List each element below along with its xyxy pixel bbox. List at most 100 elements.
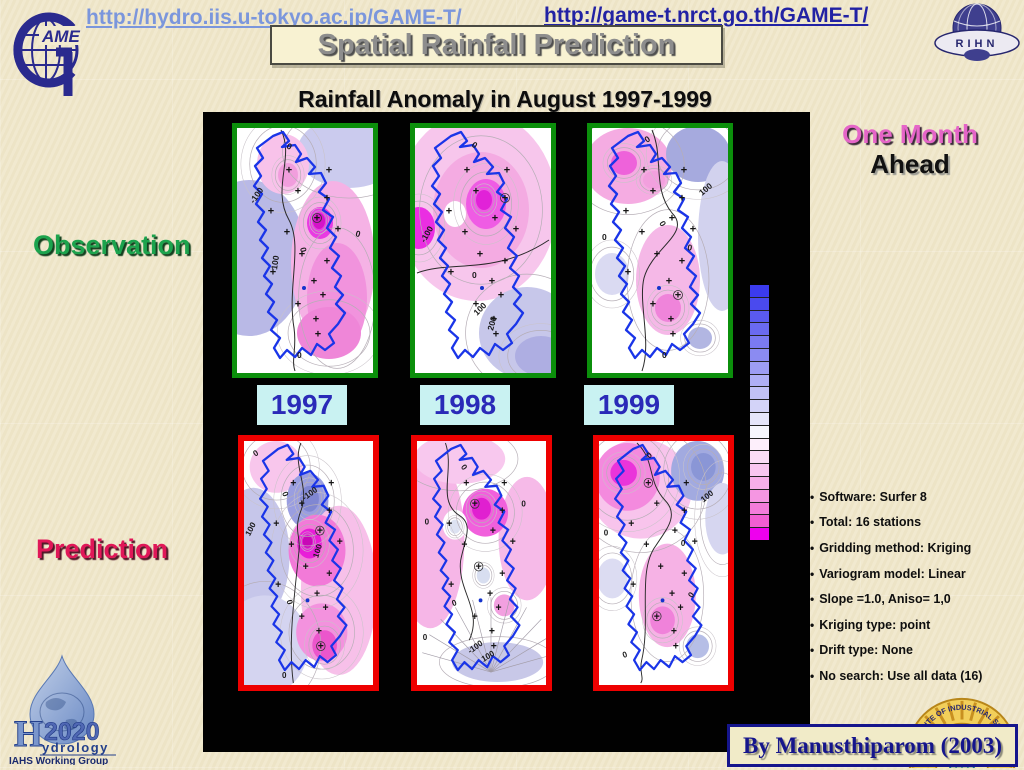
svg-text:+: +: [313, 314, 319, 326]
svg-text:100: 100: [269, 255, 281, 271]
svg-text:+: +: [502, 193, 508, 205]
rihn-logo-text: RIHN: [956, 38, 999, 50]
svg-text:+: +: [326, 568, 332, 580]
svg-text:+: +: [625, 267, 631, 279]
color-scale-segment: [750, 335, 769, 348]
one-month-text: One Month: [842, 119, 978, 149]
svg-text:0: 0: [297, 350, 302, 360]
ahead-text: Ahead: [870, 148, 950, 179]
color-scale-segment: [750, 501, 769, 515]
svg-text:0: 0: [282, 671, 287, 680]
svg-text:+: +: [491, 314, 497, 326]
svg-text:+: +: [678, 602, 684, 614]
h2020-group-text: IAHS Working Group: [9, 756, 108, 765]
bullet-icon: •: [810, 566, 815, 581]
svg-text:+: +: [446, 518, 452, 530]
setting-item: • Total: 16 stations: [810, 510, 1024, 536]
color-scale-segment: [750, 285, 769, 297]
svg-text:+: +: [337, 536, 343, 548]
svg-text:+: +: [628, 518, 634, 530]
svg-text:+: +: [326, 165, 332, 177]
svg-text:+: +: [473, 186, 479, 198]
svg-text:+: +: [683, 477, 689, 489]
color-scale-segment: [750, 488, 769, 502]
svg-text:+: +: [463, 477, 469, 489]
svg-text:+: +: [690, 224, 696, 236]
setting-item: • Drift type: None: [810, 638, 1024, 664]
color-scale-segment: [750, 514, 769, 528]
svg-text:+: +: [314, 588, 320, 600]
bullet-icon: •: [810, 617, 815, 632]
svg-text:+: +: [472, 611, 478, 623]
setting-item-text: No search: Use all data (16): [819, 668, 983, 683]
svg-text:+: +: [324, 193, 330, 205]
url-hydro-tokyo[interactable]: http://hydro.iis.u-tokyo.ac.jp/GAME-T/: [86, 6, 462, 29]
svg-text:0: 0: [621, 650, 629, 660]
svg-text:0: 0: [657, 219, 668, 228]
url-game-t-nrct[interactable]: http://game-t.nrct.go.th/GAME-T/: [544, 4, 869, 27]
svg-text:+: +: [675, 290, 681, 302]
game-t-logo: AME: [6, 8, 84, 100]
year-label-1998: 1998: [420, 385, 510, 425]
one-month-ahead-label: One Month Ahead: [828, 119, 992, 180]
h2020-h-text: H: [14, 714, 43, 755]
svg-text:+: +: [669, 588, 675, 600]
setting-item: • Variogram model: Linear: [810, 561, 1024, 587]
svg-text:0: 0: [642, 134, 652, 145]
setting-item-text: Total: 16 stations: [819, 515, 922, 530]
svg-text:+: +: [498, 290, 504, 302]
water-drop-icon: H 2020 ydrology IAHS Working Group: [9, 654, 116, 767]
map-observation-1998: + + + + + + + + + + + + + + + +0 -100 0 100 200: [410, 123, 556, 378]
anomaly-color-scale: [750, 285, 769, 540]
svg-text:+: +: [328, 477, 334, 489]
game-logo-text: AME: [41, 27, 80, 46]
map-prediction-1998: + + + + + + + + + + + + + + + +0 0 0 0 -100 100 0: [411, 435, 552, 691]
setting-item-text: Kriging type: point: [819, 617, 931, 632]
svg-text:+: +: [275, 579, 281, 591]
bullet-icon: •: [810, 540, 815, 555]
title-box: Spatial Rainfall Prediction: [270, 25, 723, 65]
svg-text:+: +: [513, 224, 519, 236]
svg-text:+: +: [658, 561, 664, 573]
svg-text:+: +: [681, 568, 687, 580]
svg-text:+: +: [504, 165, 510, 177]
svg-text:+: +: [316, 625, 322, 637]
svg-text:+: +: [477, 249, 483, 261]
svg-text:+: +: [464, 165, 470, 177]
svg-text:+: +: [317, 525, 323, 537]
svg-text:+: +: [654, 611, 660, 623]
svg-text:+: +: [669, 213, 675, 225]
svg-text:+: +: [499, 568, 505, 580]
color-scale-segment: [750, 450, 769, 464]
svg-text:+: +: [493, 329, 499, 341]
svg-text:+: +: [489, 276, 495, 288]
setting-item: • Gridding method: Kriging: [810, 535, 1024, 561]
year-label-1997: 1997: [257, 385, 347, 425]
svg-text:+: +: [654, 498, 660, 510]
svg-text:+: +: [299, 611, 305, 623]
svg-text:+: +: [284, 227, 290, 239]
setting-item: • No search: Use all data (16): [810, 663, 1024, 689]
svg-text:0: 0: [687, 242, 694, 253]
svg-text:+: +: [491, 640, 497, 652]
svg-text:+: +: [630, 579, 636, 591]
svg-text:+: +: [326, 505, 332, 517]
year-label-1999: 1999: [584, 385, 674, 425]
svg-text:0: 0: [472, 270, 477, 280]
setting-item-text: Software: Surfer 8: [819, 489, 927, 504]
svg-text:0: 0: [285, 141, 294, 152]
map-prediction-1997: + + + + + + + + + + + + + + + +0 -100 0 100 100 0 0: [238, 435, 379, 691]
rihn-logo: RIHN: [933, 2, 1021, 66]
page-title: Spatial Rainfall Prediction: [317, 28, 676, 61]
svg-text:+: +: [320, 290, 326, 302]
svg-text:+: +: [268, 206, 274, 218]
svg-text:0: 0: [459, 463, 469, 472]
svg-text:0: 0: [280, 490, 290, 498]
svg-text:0: 0: [425, 517, 430, 526]
svg-text:+: +: [489, 625, 495, 637]
color-scale-segment: [750, 373, 769, 387]
svg-text:+: +: [323, 602, 329, 614]
svg-text:+: +: [643, 539, 649, 551]
